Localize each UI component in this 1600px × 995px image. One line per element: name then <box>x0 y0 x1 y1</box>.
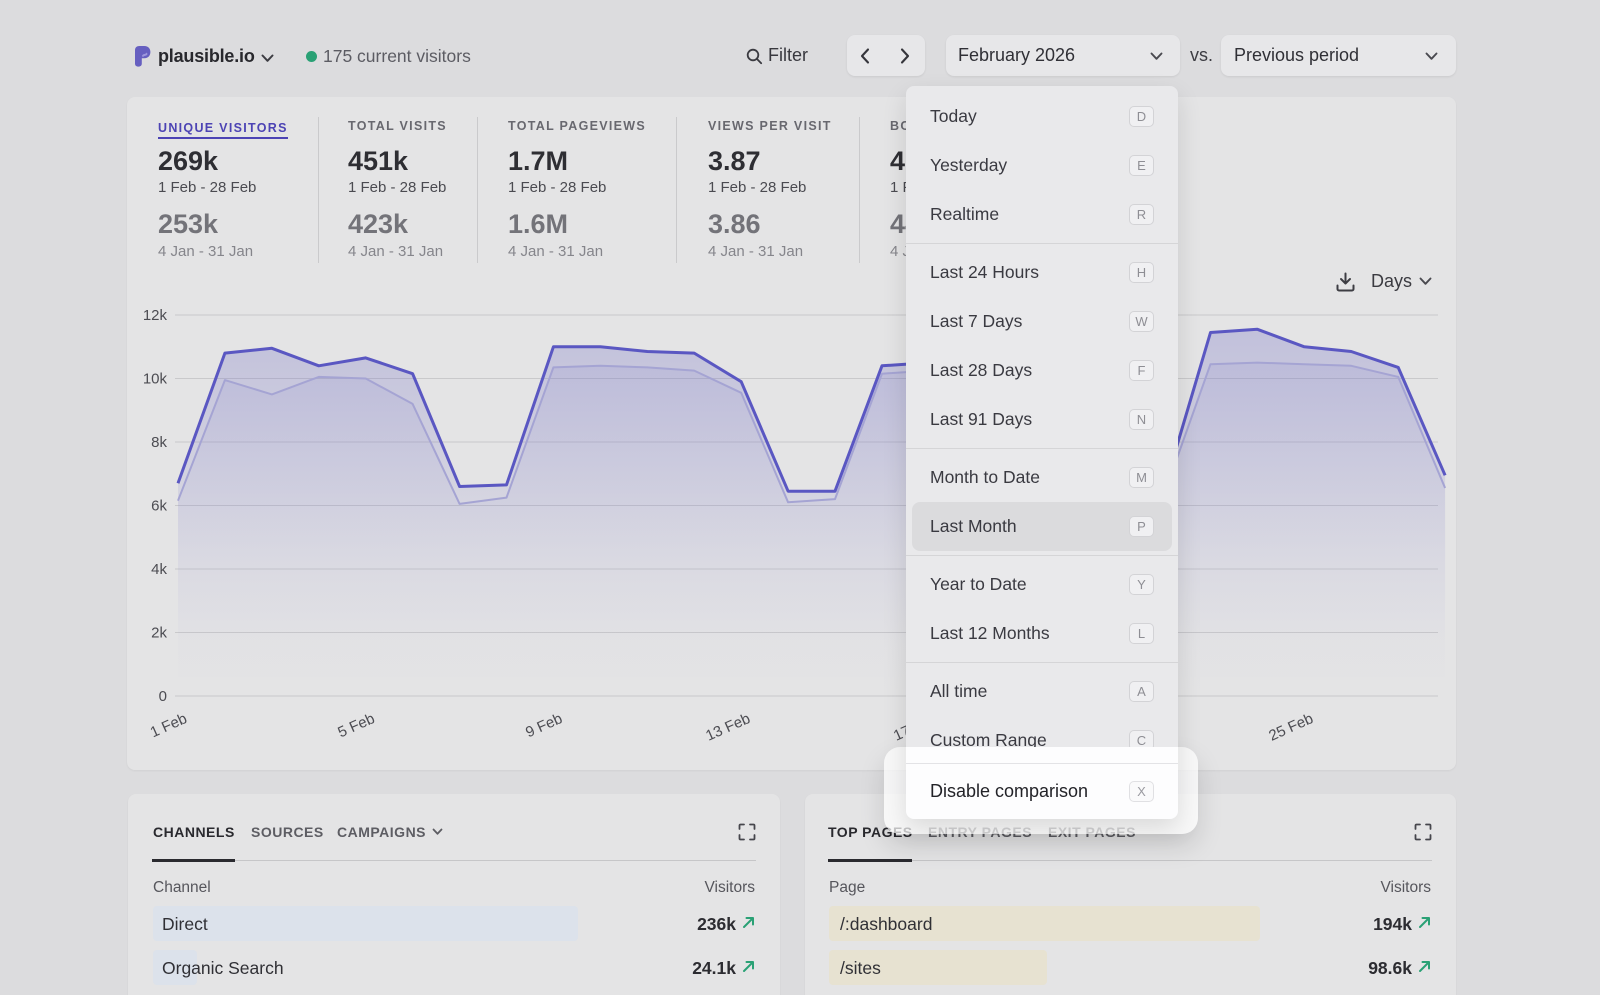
svg-text:1 Feb: 1 Feb <box>148 710 190 741</box>
svg-text:6k: 6k <box>151 498 167 515</box>
svg-text:12k: 12k <box>143 307 168 324</box>
svg-text:4k: 4k <box>151 561 167 578</box>
svg-text:0: 0 <box>159 688 167 705</box>
svg-text:8k: 8k <box>151 434 167 451</box>
svg-text:13 Feb: 13 Feb <box>703 710 753 745</box>
svg-text:2k: 2k <box>151 625 167 642</box>
svg-text:9 Feb: 9 Feb <box>523 710 565 741</box>
svg-text:10k: 10k <box>143 371 168 388</box>
svg-text:5 Feb: 5 Feb <box>335 710 377 741</box>
svg-text:25 Feb: 25 Feb <box>1266 710 1316 745</box>
